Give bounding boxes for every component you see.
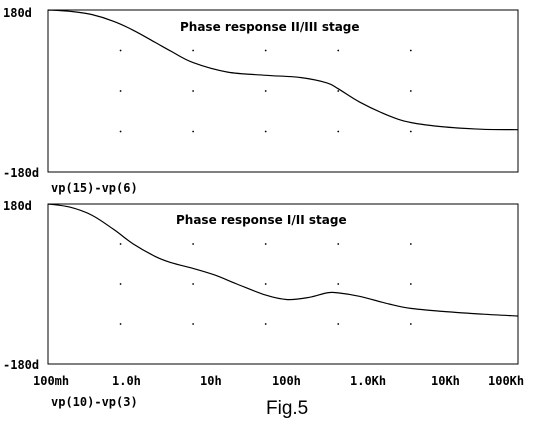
grid-dot bbox=[264, 283, 267, 285]
grid-dot bbox=[119, 49, 122, 52]
grid-dot bbox=[409, 49, 412, 52]
x-tick-label: 1.0h bbox=[112, 374, 141, 388]
grid-dot bbox=[409, 130, 412, 133]
grid-dot bbox=[337, 49, 340, 52]
grid-dot bbox=[192, 323, 195, 325]
x-tick-label: 100Kh bbox=[488, 374, 524, 388]
grid-dot bbox=[264, 90, 267, 92]
y-tick-label-min-upper: -180d bbox=[3, 166, 39, 180]
grid-dot bbox=[409, 323, 412, 325]
grid-dot bbox=[264, 49, 267, 52]
grid-dot bbox=[192, 243, 195, 245]
grid-dot bbox=[409, 90, 412, 92]
phase-series-line bbox=[47, 203, 519, 317]
x-tick-label: 1.0Kh bbox=[350, 374, 386, 388]
grid-dot bbox=[192, 283, 195, 285]
y-tick-label-min-lower: -180d bbox=[3, 358, 39, 372]
phase-series-line bbox=[47, 9, 519, 131]
grid-dot bbox=[264, 130, 267, 133]
grid-dot bbox=[337, 323, 340, 325]
grid-dot bbox=[119, 243, 122, 245]
grid-dot bbox=[119, 90, 122, 92]
chart-title-lower: Phase response I/II stage bbox=[176, 213, 347, 227]
grid-dot bbox=[264, 323, 267, 325]
chart-panel-upper bbox=[47, 9, 519, 173]
x-tick-label: 100mh bbox=[33, 374, 69, 388]
grid-dot bbox=[337, 243, 340, 245]
y-tick-label-max-upper: 180d bbox=[3, 6, 32, 20]
plot-frame bbox=[47, 203, 519, 365]
trace-label-lower: vp(10)-vp(3) bbox=[51, 395, 138, 409]
grid-dot bbox=[409, 243, 412, 245]
figure-caption: Fig.5 bbox=[266, 398, 308, 419]
grid-dot bbox=[337, 130, 340, 133]
grid-dot bbox=[192, 49, 195, 52]
grid-dot bbox=[264, 243, 267, 245]
grid-dot bbox=[192, 90, 195, 92]
plot-frame bbox=[47, 9, 519, 173]
chart-panel-lower bbox=[47, 203, 519, 365]
x-tick-label: 10Kh bbox=[431, 374, 460, 388]
grid-dot bbox=[119, 283, 122, 285]
grid-dot bbox=[119, 323, 122, 325]
grid-dot bbox=[409, 283, 412, 285]
x-tick-label: 10h bbox=[200, 374, 222, 388]
grid-dot bbox=[337, 90, 340, 92]
x-tick-label: 100h bbox=[272, 374, 301, 388]
x-tick-labels: 100mh 1.0h 10h 100h 1.0Kh 10Kh 100Kh bbox=[33, 374, 524, 388]
trace-label-upper: vp(15)-vp(6) bbox=[51, 181, 138, 195]
y-tick-label-max-lower: 180d bbox=[3, 199, 32, 213]
grid-dot bbox=[119, 130, 122, 133]
grid-dot bbox=[337, 283, 340, 285]
chart-title-upper: Phase response II/III stage bbox=[180, 20, 360, 34]
grid-dot bbox=[192, 130, 195, 133]
